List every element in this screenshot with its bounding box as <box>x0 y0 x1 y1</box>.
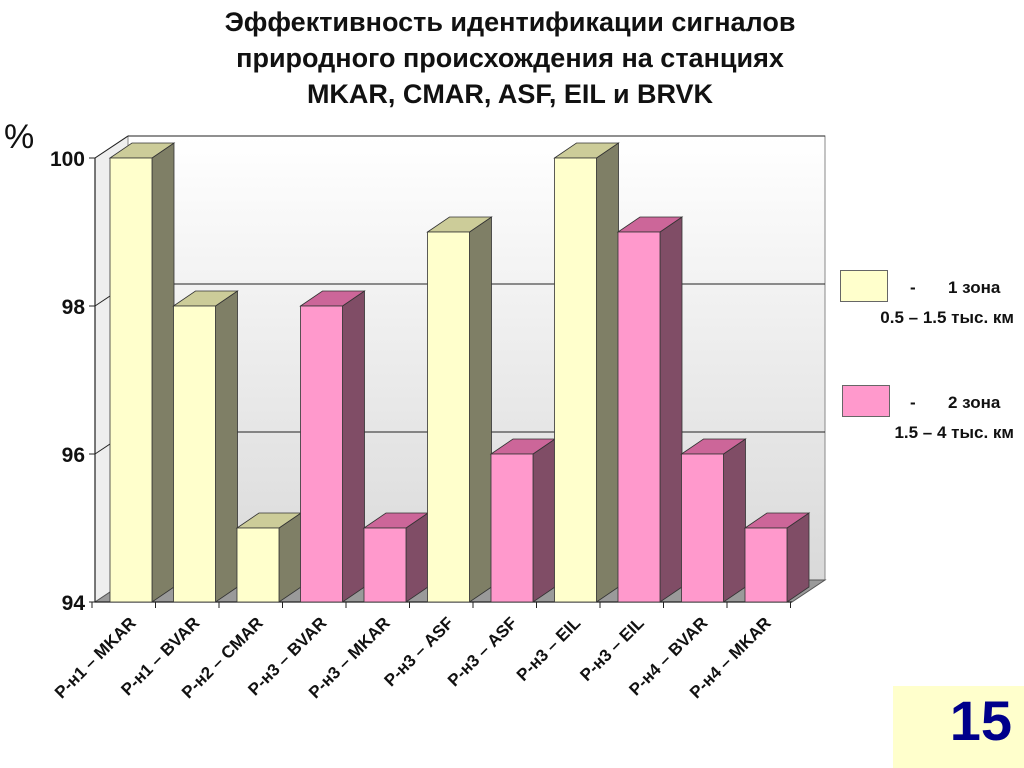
bar-side <box>278 512 302 603</box>
bar-side <box>596 142 619 603</box>
legend-item-zone-1: - 1 зона 0.5 – 1.5 тыс. км <box>830 270 1024 340</box>
bar <box>236 527 280 603</box>
legend-item-zone-2: - 2 зона 1.5 – 4 тыс. км <box>830 385 1024 455</box>
bar <box>744 527 788 603</box>
x-tick-label: Р-н3 – ASF <box>444 613 521 690</box>
bar-side <box>659 216 683 603</box>
chart-title: Эффективность идентификации сигналов при… <box>100 4 920 112</box>
page-number: 15 <box>949 689 1012 752</box>
y-tick-label: 100 <box>50 148 85 171</box>
legend-name-zone-2: 2 зона <box>948 393 1001 412</box>
bar-side <box>342 290 365 603</box>
gridline-side <box>94 135 129 159</box>
bar <box>363 527 407 603</box>
bar <box>173 305 216 603</box>
legend-swatch-zone-1 <box>840 270 888 302</box>
bar-side <box>215 290 238 603</box>
page-number-box: 15 <box>893 686 1024 768</box>
bar-side <box>786 512 810 603</box>
y-tick-label: 94 <box>62 592 86 615</box>
chart-title-line-2: природного происхождения на станциях <box>236 43 784 73</box>
legend-dash-zone-1: - <box>910 278 916 297</box>
bar <box>681 453 724 603</box>
y-tick-label: 98 <box>62 296 86 319</box>
legend-name-zone-1: 1 зона <box>948 278 1001 297</box>
legend-dash-zone-2: - <box>910 393 916 412</box>
bar <box>300 305 343 603</box>
chart-title-line-1: Эффективность идентификации сигналов <box>224 7 796 37</box>
x-tick-label: Р-н3 – EIL <box>513 613 584 684</box>
chart-title-line-3: MKAR, CMAR, ASF, EIL и BRVK <box>306 79 714 109</box>
bar-side <box>469 216 492 603</box>
bar-side <box>151 142 175 603</box>
bar <box>109 157 153 603</box>
bar-side <box>532 438 556 603</box>
legend-range-zone-1: 0.5 – 1.5 тыс. км <box>880 308 1014 327</box>
bar <box>490 453 534 603</box>
bar <box>554 157 597 603</box>
bar <box>427 231 470 603</box>
bar-side <box>405 512 429 603</box>
legend-range-zone-2: 1.5 – 4 тыс. км <box>894 423 1014 442</box>
bar-side <box>723 438 746 603</box>
y-axis-unit-label: % <box>4 118 35 156</box>
legend-swatch-zone-2 <box>842 385 890 417</box>
y-tick-label: 96 <box>62 444 85 467</box>
bar <box>617 231 661 603</box>
